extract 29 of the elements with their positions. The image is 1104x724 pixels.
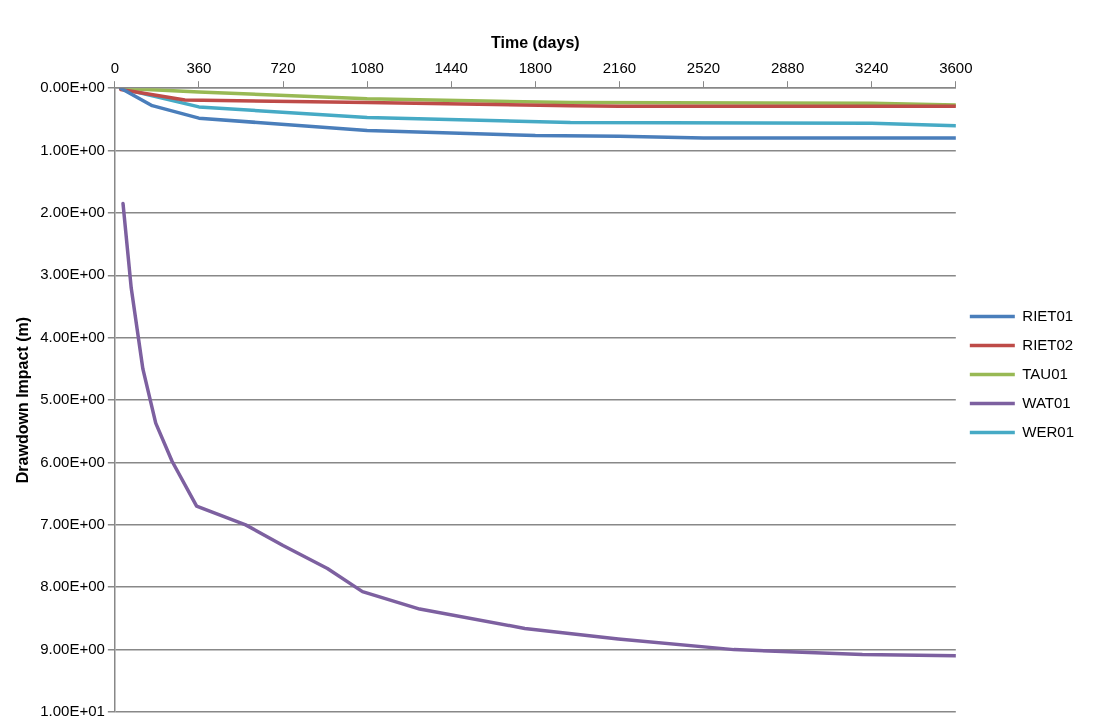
y-tick-label: 5.00E+00 <box>40 390 105 408</box>
y-tick-label: 9.00E+00 <box>40 639 105 657</box>
legend-label: RIET01 <box>1022 306 1074 324</box>
x-tick-label: 2520 <box>686 59 721 77</box>
y-axis-title: Drawdown Impact (m) <box>14 316 32 484</box>
x-tick-label: 0 <box>110 59 120 77</box>
x-tick-label: 2160 <box>602 59 637 77</box>
y-tick-label: 2.00E+00 <box>40 203 105 221</box>
y-tick-label: 4.00E+00 <box>40 327 105 345</box>
y-tick-label: 1.00E+00 <box>40 140 105 158</box>
x-tick-label: 3600 <box>939 59 973 77</box>
y-tick-label: 1.00E+01 <box>40 702 105 720</box>
x-tick-label: 3240 <box>855 59 889 77</box>
y-tick-label: 3.00E+00 <box>40 265 105 283</box>
legend-label: RIET02 <box>1022 335 1074 353</box>
y-tick-label: 6.00E+00 <box>40 452 105 470</box>
y-tick-label: 8.00E+00 <box>40 577 105 595</box>
x-tick-label: 720 <box>270 59 296 77</box>
legend-label: WAT01 <box>1022 393 1071 411</box>
y-tick-label: 7.00E+00 <box>40 515 105 532</box>
x-tick-label: 1440 <box>434 59 468 77</box>
legend-label: WER01 <box>1022 422 1075 440</box>
x-tick-label: 360 <box>186 59 212 77</box>
y-tick-label: 0.00E+00 <box>40 78 105 96</box>
x-axis-title: Time (days) <box>491 34 580 52</box>
x-tick-label: 1080 <box>350 59 384 77</box>
x-tick-label: 1800 <box>518 59 553 77</box>
x-tick-label: 2880 <box>770 59 805 77</box>
legend-label: TAU01 <box>1022 364 1068 382</box>
